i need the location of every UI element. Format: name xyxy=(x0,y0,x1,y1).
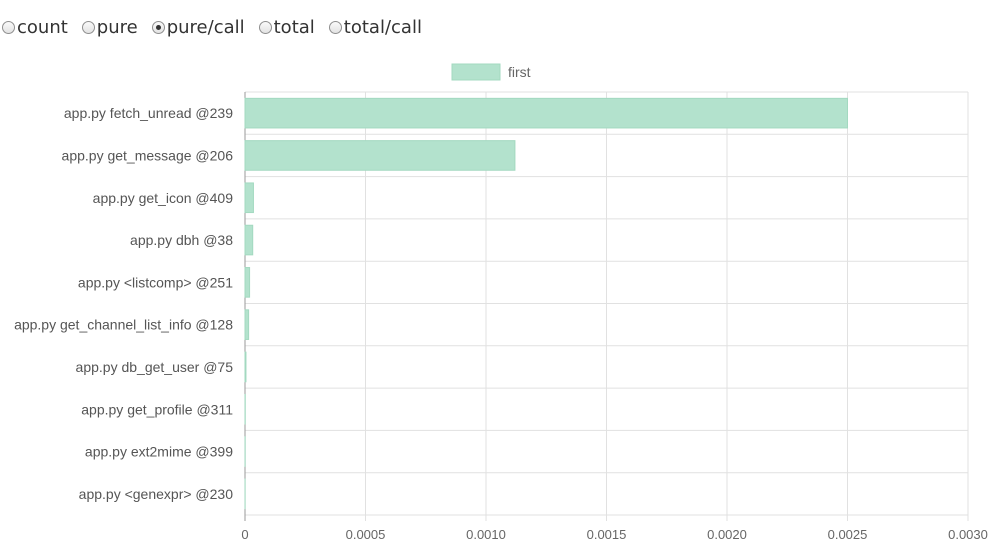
radio-pure-call[interactable] xyxy=(151,20,165,34)
mode-label-count: count xyxy=(17,16,68,38)
legend-swatch-first xyxy=(451,63,501,81)
x-tick-label: 0.0030 xyxy=(948,527,988,542)
bar-3 xyxy=(244,224,254,256)
category-label: app.py get_message @206 xyxy=(62,147,234,163)
mode-label-total-call: total/call xyxy=(343,16,422,38)
mode-option-pure-call[interactable]: pure/call xyxy=(151,16,245,38)
bar-6 xyxy=(244,351,247,383)
x-tick-label: 0.0020 xyxy=(707,527,747,542)
mode-selector: count pure pure/call total total/call xyxy=(2,14,436,40)
category-label: app.py fetch_unread @239 xyxy=(64,105,233,121)
category-labels: app.py fetch_unread @239 app.py get_messa… xyxy=(14,105,233,502)
category-label: app.py ext2mime @399 xyxy=(85,444,233,460)
radio-count[interactable] xyxy=(2,20,15,34)
bar-chart: first app.py fetch_unread @239 app.py get… xyxy=(14,63,988,542)
category-label: app.py <listcomp> @251 xyxy=(78,274,233,290)
bar-0 xyxy=(244,97,848,129)
bar-5 xyxy=(244,309,250,340)
x-tick-label: 0.0010 xyxy=(466,527,506,542)
mode-option-total[interactable]: total xyxy=(258,16,315,38)
category-label: app.py get_channel_list_info @128 xyxy=(14,317,233,333)
x-tick-label: 0.0005 xyxy=(346,527,386,542)
chart-bars xyxy=(244,97,848,510)
legend-label-first: first xyxy=(508,64,531,80)
mode-option-count[interactable]: count xyxy=(2,17,68,38)
x-tick-label: 0 xyxy=(241,527,248,542)
chart-legend[interactable]: first xyxy=(451,63,531,81)
mode-label-pure-call: pure/call xyxy=(166,16,245,38)
mode-label-total: total xyxy=(273,16,315,38)
radio-pure[interactable] xyxy=(81,20,95,34)
bar-2 xyxy=(244,182,254,214)
category-label: app.py <genexpr> @230 xyxy=(79,486,234,502)
radio-total[interactable] xyxy=(258,20,272,34)
category-label: app.py dbh @38 xyxy=(130,232,233,248)
category-label: app.py get_profile @311 xyxy=(81,401,233,417)
x-axis-ticks: 0 0.0005 0.0010 0.0015 0.0020 0.0025 0.0030 xyxy=(241,527,988,542)
x-tick-label: 0.0015 xyxy=(587,527,627,542)
x-tick-label: 0.0025 xyxy=(828,527,868,542)
radio-total-call[interactable] xyxy=(328,20,342,34)
bar-4 xyxy=(244,267,251,298)
category-label: app.py db_get_user @75 xyxy=(76,359,234,375)
bar-1 xyxy=(244,140,516,171)
mode-label-pure: pure xyxy=(96,16,138,38)
mode-option-pure[interactable]: pure xyxy=(81,16,138,38)
category-label: app.py get_icon @409 xyxy=(93,190,234,206)
mode-option-total-call[interactable]: total/call xyxy=(328,16,422,38)
